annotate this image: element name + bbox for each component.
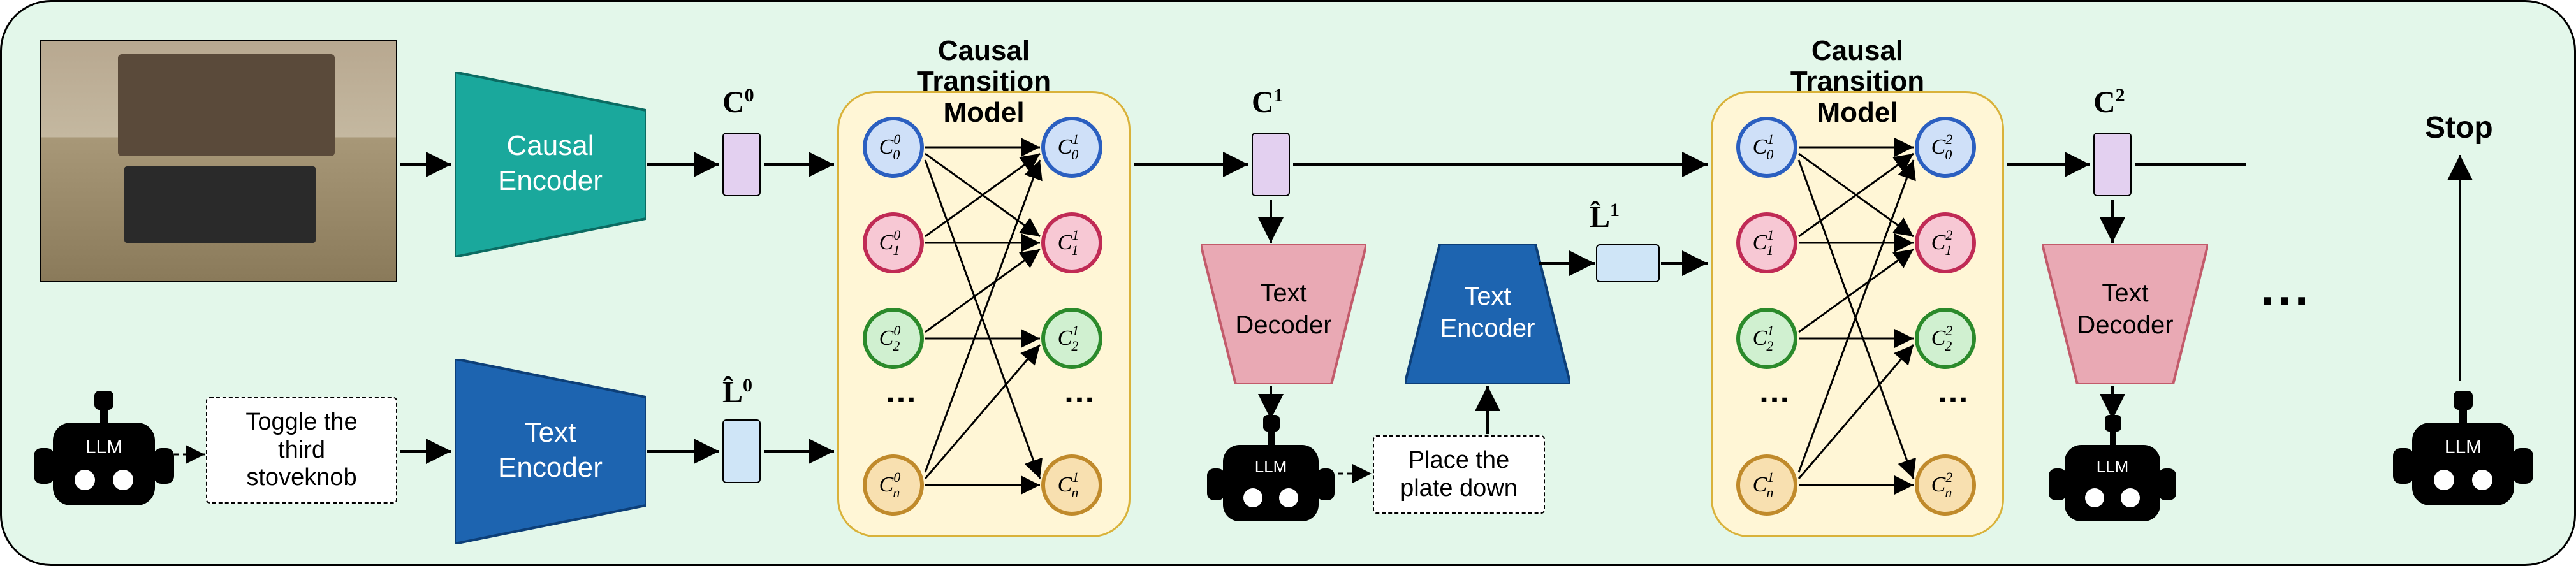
node-c21-r: C12 [1041,308,1102,369]
token-C2 [2093,133,2132,196]
node2-l2: C12 [1736,308,1797,369]
llm-robot-icon-4: LLM [2393,384,2533,531]
svg-text:Encoder: Encoder [498,165,603,196]
svg-text:Text: Text [1260,279,1306,307]
node2-r0: C20 [1915,117,1976,178]
node-c01-r: C10 [1041,117,1102,178]
diagram-canvas: LLM Toggle thethirdstoveknob Causal Enco… [0,0,2576,566]
node-cn1-r: C1n [1041,454,1102,516]
node-c00-l: C00 [863,117,924,178]
ctm-title-1: CausalTransitionModel [839,36,1129,128]
speech-bubble-1: Toggle thethirdstoveknob [206,397,397,504]
input-image [40,40,397,282]
node-cn0-l: C0n [863,454,924,516]
token-L1 [1596,244,1660,282]
text-encoder-1: Text Encoder [455,359,646,544]
llm-robot-icon-3: LLM [2049,410,2176,544]
token-C1 [1252,133,1290,196]
node-c20-l: C02 [863,308,924,369]
vec-label-C2: C2 [2093,85,2125,120]
vdots-1l: ⋮ [883,384,919,409]
svg-text:Text: Text [2102,279,2148,307]
llm-robot-icon: LLM [34,384,174,531]
node-c10-l: C01 [863,212,924,273]
llm-robot-icon-2: LLM [1207,410,1335,544]
svg-text:LLM: LLM [2445,437,2482,458]
node2-l1: C11 [1736,212,1797,273]
node2-l0: C10 [1736,117,1797,178]
llm-label: LLM [85,437,122,458]
text-decoder-1: Text Decoder [1201,244,1366,384]
vdots-1r: ⋮ [1062,384,1097,409]
token-L0 [722,419,761,483]
speech-text-2: Place theplate down [1400,447,1518,502]
ctm-title-2: CausalTransitionModel [1713,36,2002,128]
node-c11-r: C11 [1041,212,1102,273]
node2-r2: C22 [1915,308,1976,369]
svg-text:LLM: LLM [1255,457,1287,476]
svg-text:LLM: LLM [2097,457,2129,476]
text-encoder-2: Text Encoder [1405,244,1570,384]
ellipsis: ⋯ [2259,270,2319,329]
node2-r3: C2n [1915,454,1976,516]
speech-bubble-2: Place theplate down [1373,435,1545,514]
svg-text:Text: Text [525,417,576,448]
token-C0 [722,133,761,196]
text-decoder-2: Text Decoder [2042,244,2208,384]
svg-text:Decoder: Decoder [2077,311,2173,339]
vec-label-L0: L̂0 [722,375,752,410]
vdots-2l: ⋮ [1757,384,1792,409]
node2-l3: C1n [1736,454,1797,516]
vec-label-C1: C1 [1252,85,1284,120]
svg-text:Encoder: Encoder [1440,314,1535,342]
causal-encoder: Causal Encoder [455,72,646,257]
vec-label-C0: C0 [722,85,754,120]
svg-text:Text: Text [1464,282,1511,310]
stop-label: Stop [2425,110,2493,145]
vec-label-L1: L̂1 [1590,200,1620,235]
svg-text:Encoder: Encoder [498,452,603,483]
svg-text:Decoder: Decoder [1235,311,1331,339]
speech-text-1: Toggle thethirdstoveknob [245,409,357,491]
vdots-2r: ⋮ [1935,384,1971,409]
node2-r1: C21 [1915,212,1976,273]
svg-text:Causal: Causal [507,130,594,161]
